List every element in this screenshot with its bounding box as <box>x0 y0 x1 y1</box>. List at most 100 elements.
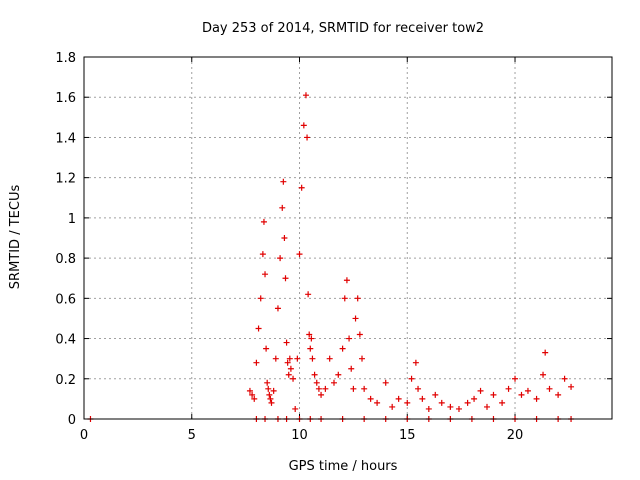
data-point <box>283 339 290 346</box>
data-point <box>255 325 262 332</box>
data-point <box>343 277 350 284</box>
x-tick-label: 0 <box>80 428 88 443</box>
data-point <box>419 395 426 402</box>
data-point <box>404 399 411 406</box>
data-point <box>281 235 288 241</box>
x-tick-label: 10 <box>291 428 308 443</box>
data-point <box>264 379 271 386</box>
x-tick-label: 15 <box>399 428 416 443</box>
y-tick-label: 0.2 <box>55 373 76 388</box>
y-tick-label: 1 <box>68 212 76 227</box>
data-point <box>555 391 562 398</box>
y-axis-label: SRMTID / TECUs <box>8 185 23 290</box>
data-point <box>280 178 287 185</box>
data-point <box>542 349 549 356</box>
data-point <box>304 134 311 141</box>
x-tick-label: 5 <box>188 428 196 443</box>
data-point <box>259 251 266 258</box>
data-point <box>533 395 540 402</box>
y-tick-label: 1.6 <box>55 91 76 106</box>
data-point <box>395 395 402 402</box>
data-point <box>524 387 531 394</box>
data-point <box>412 359 419 366</box>
data-point <box>265 385 272 392</box>
data-point <box>260 218 267 225</box>
data-point <box>315 385 322 392</box>
data-point <box>290 375 297 382</box>
data-point <box>287 365 294 372</box>
y-tick-label: 1.4 <box>55 131 76 146</box>
data-point <box>471 395 478 402</box>
plot-frame <box>83 56 613 420</box>
y-tick-label: 0.6 <box>55 292 76 307</box>
data-point <box>267 395 274 402</box>
y-tick-label: 1.2 <box>55 172 76 187</box>
data-point <box>246 387 253 394</box>
y-tick-label: 0.8 <box>55 252 76 267</box>
data-point <box>249 391 256 398</box>
data-point <box>438 399 445 406</box>
data-point <box>350 385 357 392</box>
x-axis-label: GPS time / hours <box>289 459 398 474</box>
data-point <box>311 371 318 378</box>
data-point <box>294 355 301 362</box>
data-point <box>335 371 342 378</box>
data-point <box>447 403 454 410</box>
grid <box>84 57 612 419</box>
data-point <box>518 391 525 398</box>
data-point <box>561 375 568 382</box>
data-point <box>425 405 432 412</box>
data-point <box>339 345 346 352</box>
y-tick-label: 0 <box>68 413 76 428</box>
data-point <box>266 391 273 398</box>
data-point <box>270 387 277 394</box>
data-point <box>300 122 307 129</box>
data-point <box>367 395 374 402</box>
data-point <box>308 335 315 342</box>
data-point <box>253 359 260 366</box>
data-point <box>341 295 348 302</box>
data-point <box>374 399 381 406</box>
chart-title: Day 253 of 2014, SRMTID for receiver tow… <box>202 21 484 36</box>
data-point <box>546 385 553 392</box>
data-point <box>284 359 291 366</box>
data-point <box>277 255 284 262</box>
data-point <box>352 315 359 322</box>
data-point <box>432 391 439 398</box>
data-point <box>313 379 320 386</box>
data-point <box>455 405 462 412</box>
data-point <box>286 355 293 362</box>
data-point <box>279 204 286 211</box>
data-point <box>512 375 519 382</box>
data-point <box>272 355 279 362</box>
data-point <box>389 403 396 410</box>
y-tick-label: 1.8 <box>55 51 76 66</box>
data-point <box>330 379 337 386</box>
data-point <box>322 385 329 392</box>
data-point <box>298 184 305 191</box>
data-point <box>540 371 547 378</box>
data-point <box>296 251 303 258</box>
data-point <box>348 365 355 372</box>
data-point <box>484 403 491 410</box>
data-point <box>263 345 270 352</box>
data-point <box>415 385 422 392</box>
data-point <box>292 405 299 412</box>
data-point <box>356 331 363 338</box>
y-tick-label: 0.4 <box>55 333 76 348</box>
data-point <box>326 355 333 362</box>
data-point <box>307 345 314 352</box>
data-point <box>464 399 471 406</box>
data-point <box>505 385 512 392</box>
data-point <box>306 331 313 338</box>
data-point <box>382 379 389 386</box>
data-point <box>477 387 484 394</box>
data-point <box>568 383 575 390</box>
data-point <box>490 391 497 398</box>
data-point <box>262 271 269 278</box>
data-point <box>361 385 368 392</box>
x-tick-label: 20 <box>507 428 524 443</box>
data-point <box>354 295 361 302</box>
data-point <box>318 391 325 398</box>
